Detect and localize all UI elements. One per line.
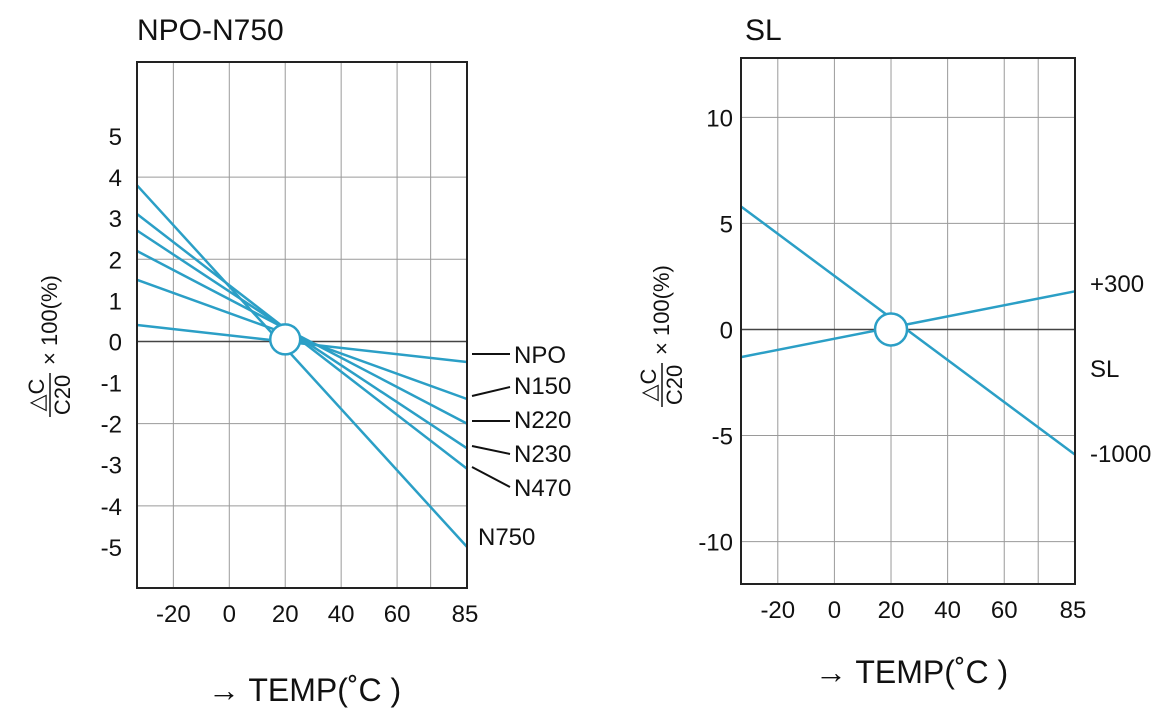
series-line-npo [136,323,468,364]
chart-title: SL [745,14,782,47]
x-tick-label: 0 [828,597,841,624]
x-tick-label: -20 [760,597,795,624]
y-tick-label: 3 [109,206,122,233]
series-label-n470: N470 [514,475,571,502]
y-label-suffix: × 100(%) [649,265,674,355]
grid [137,62,467,588]
series-line-n220 [136,249,468,425]
y-tick-label: 0 [720,317,733,344]
y-tick-label: -1 [101,371,122,398]
y-tick-label: -10 [698,530,733,557]
chart-npo-n750: NPO-N750 5 4 3 2 1 0 -1 -2 -3 -4 -5 -20 0 20 40 60 85 N… [24,14,571,708]
y-axis-label: △C C20 × 100(%) [24,275,75,417]
y-tick-label: 10 [706,105,733,132]
y-tick-label: 0 [109,329,122,356]
y-tick-label: 5 [720,211,733,238]
series-label-n150: N150 [514,373,571,400]
y-label-numerator: △C [24,378,49,411]
x-axis-label: → TEMP(˚C ) [815,654,1008,690]
y-tick-label: 4 [109,165,122,192]
series-labels: +300 SL -1000 [1090,271,1151,468]
y-tick-label: -4 [101,494,122,521]
leader-n150 [471,386,511,397]
plot-frame [740,57,1076,585]
reference-point-marker [268,323,302,356]
leader-n470 [471,466,511,488]
plot-frame [136,61,468,589]
x-tick-labels: -20 0 20 40 60 85 [156,601,478,628]
series-label-sl: SL [1090,356,1119,383]
series-lines [136,184,468,548]
series-line-n750 [136,184,468,548]
x-tick-label: 20 [878,597,905,624]
y-tick-label: -2 [101,412,122,439]
reference-point-marker [873,312,909,347]
y-tick-labels: 10 5 0 -5 -10 [698,105,733,556]
x-tick-label: 60 [384,601,411,628]
series-label-n220: N220 [514,407,571,434]
series-line-300 [740,290,1076,359]
y-label-suffix: × 100(%) [37,275,62,365]
x-tick-label: 85 [452,601,479,628]
y-axis-label: △C C20 × 100(%) [636,265,687,407]
series-label-minus1000: -1000 [1090,441,1151,468]
grid [741,58,1075,584]
leader-n230 [471,445,511,455]
x-tick-label: 40 [328,601,355,628]
series-label-n230: N230 [514,441,571,468]
y-label-denominator: C20 [50,375,75,415]
y-tick-label: 1 [109,288,122,315]
y-tick-label: -5 [101,535,122,562]
x-axis-label: → TEMP(˚C ) [208,672,401,708]
x-tick-label: 40 [934,597,961,624]
y-label-numerator: △C [636,368,661,401]
y-tick-label: -3 [101,453,122,480]
x-tick-label: 60 [991,597,1018,624]
y-tick-label: 5 [109,124,122,151]
x-tick-label: 85 [1060,597,1087,624]
x-tick-label: -20 [156,601,191,628]
chart-title: NPO-N750 [137,14,284,47]
y-tick-label: -5 [712,424,733,451]
series-label-n750: N750 [478,524,535,551]
y-tick-label: 2 [109,247,122,274]
series-labels: NPO N150 N220 N230 N470 N750 [471,342,571,551]
y-tick-labels: 5 4 3 2 1 0 -1 -2 -3 -4 -5 [101,124,122,562]
x-tick-label: 0 [223,601,236,628]
series-line-n470 [136,213,468,470]
series-label-plus300: +300 [1090,271,1144,298]
x-tick-labels: -20 0 20 40 60 85 [760,597,1086,624]
x-tick-label: 20 [272,601,299,628]
y-label-denominator: C20 [662,365,687,405]
series-label-npo: NPO [514,342,566,369]
series-line-n230 [136,229,468,450]
